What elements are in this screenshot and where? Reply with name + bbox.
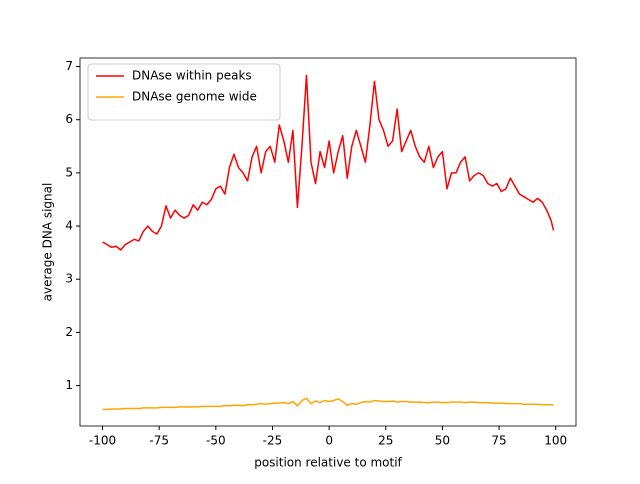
y-tick-label: 5 — [65, 165, 73, 179]
line — [102, 74, 555, 251]
x-tick-label: 75 — [491, 434, 506, 448]
x-axis-label: position relative to motif — [254, 456, 402, 470]
y-tick-label: 6 — [65, 112, 73, 126]
legend-label: DNAse within peaks — [132, 69, 252, 83]
y-axis-label: average DNA signal — [41, 183, 55, 302]
y-tick-label: 7 — [65, 59, 73, 73]
x-tick-label: -50 — [206, 434, 226, 448]
y-tick-label: 4 — [65, 219, 73, 233]
legend-label: DNAse genome wide — [132, 90, 257, 104]
axes-frame — [79, 57, 577, 427]
legend-box — [87, 63, 281, 121]
y-tick-label: 3 — [65, 272, 73, 286]
x-tick-label: -25 — [263, 434, 283, 448]
x-tick-label: -100 — [89, 434, 116, 448]
y-tick-label: 2 — [65, 325, 73, 339]
x-tick-label: 0 — [325, 434, 333, 448]
x-tick-label: 50 — [435, 434, 450, 448]
x-tick-label: 25 — [378, 434, 393, 448]
x-tick-label: 100 — [544, 434, 567, 448]
y-tick-label: 1 — [65, 378, 73, 392]
line — [102, 397, 554, 411]
x-tick-label: -75 — [149, 434, 169, 448]
